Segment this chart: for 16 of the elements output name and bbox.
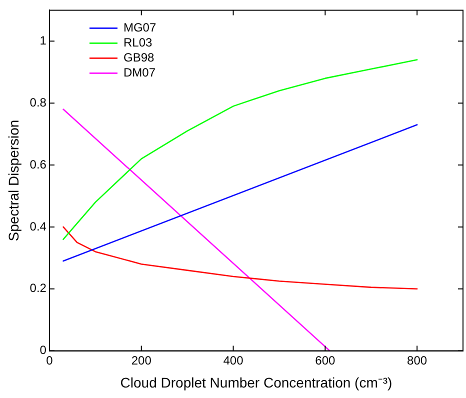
y-tick-label: 1 xyxy=(40,33,47,48)
x-tick-label: 200 xyxy=(131,353,152,368)
x-tick-label: 400 xyxy=(223,353,244,368)
y-axis-title: Spectral Dispersion xyxy=(5,120,22,242)
y-tick-label: 0.2 xyxy=(30,281,47,296)
legend-label: GB98 xyxy=(123,50,154,65)
x-axis-title: Cloud Droplet Number Concentration (cm⁻³) xyxy=(120,374,392,390)
y-tick-label: 0.6 xyxy=(30,157,47,172)
x-tick-label: 600 xyxy=(315,353,336,368)
legend-label: RL03 xyxy=(123,36,152,50)
legend-label: MG07 xyxy=(123,20,156,35)
legend-label: DM07 xyxy=(123,66,156,80)
y-tick-label: 0.4 xyxy=(30,219,47,234)
y-tick-label: 0.8 xyxy=(30,95,47,110)
x-tick-label: 800 xyxy=(407,353,428,368)
y-tick-label: 0 xyxy=(40,343,47,358)
